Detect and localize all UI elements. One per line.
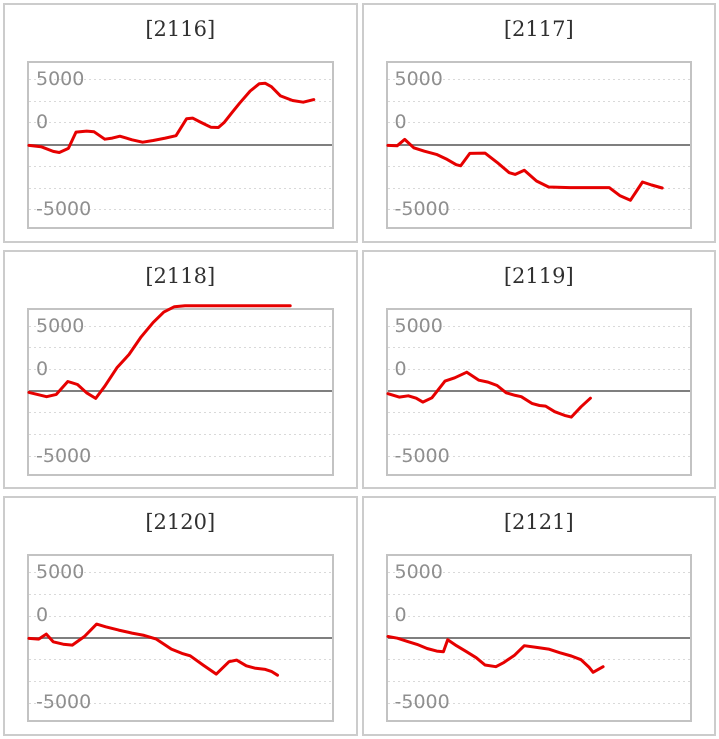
machine-panel-2117: [2117] 5000 0 -5000 — [361, 3, 716, 243]
zero-line — [29, 143, 332, 146]
gridline — [387, 187, 690, 189]
machine-panel-2118: [2118] 5000 0 -5000 — [3, 249, 358, 490]
gridline — [387, 100, 690, 102]
gridline — [29, 100, 332, 102]
gridline — [387, 615, 690, 617]
gridline — [29, 347, 332, 349]
slump-chart-2116: 5000 0 -5000 — [27, 61, 334, 229]
machine-number-title: [2119] — [503, 263, 574, 288]
y-tick-5000: 5000 — [394, 314, 443, 337]
y-tick-minus-5000: -5000 — [394, 198, 450, 220]
machine-panel-2119: [2119] 5000 0 -5000 — [361, 249, 716, 490]
gridline — [29, 702, 332, 704]
gridline — [29, 594, 332, 596]
machine-panel-2116: [2116] 5000 0 -5000 — [3, 3, 358, 243]
y-tick-5000: 5000 — [394, 68, 443, 90]
machine-number-title: [2116] — [145, 17, 216, 41]
zero-line — [29, 390, 332, 393]
gridline — [387, 412, 690, 414]
y-tick-0: 0 — [394, 604, 407, 627]
y-tick-0: 0 — [394, 357, 407, 380]
slump-chart-2121: 5000 0 -5000 — [385, 554, 692, 723]
gridline — [29, 187, 332, 189]
y-tick-minus-5000: -5000 — [394, 444, 450, 467]
slump-chart-2118: 5000 0 -5000 — [27, 303, 334, 476]
y-tick-5000: 5000 — [36, 314, 85, 337]
machine-panel-2121: [2121] 5000 0 -5000 — [361, 496, 716, 736]
gridline — [387, 434, 690, 436]
gridline — [387, 455, 690, 457]
y-tick-minus-5000: -5000 — [36, 691, 92, 714]
gridline — [29, 209, 332, 211]
gridline — [387, 347, 690, 349]
gridline — [29, 369, 332, 371]
gridline — [29, 659, 332, 661]
y-tick-5000: 5000 — [36, 561, 85, 584]
gridline — [387, 369, 690, 371]
zero-line — [387, 636, 690, 639]
gridline — [387, 325, 690, 327]
machine-number-title: [2118] — [145, 263, 216, 288]
machine-number-title: [2117] — [503, 17, 574, 41]
y-tick-0: 0 — [36, 604, 49, 627]
gridline — [387, 659, 690, 661]
gridline — [29, 455, 332, 457]
machine-panel-2120: [2120] 5000 0 -5000 — [3, 496, 358, 736]
y-tick-minus-5000: -5000 — [36, 198, 92, 220]
gridline — [29, 572, 332, 574]
gridline — [29, 412, 332, 414]
gridline — [387, 122, 690, 124]
zero-line — [387, 143, 690, 146]
slump-chart-2119: 5000 0 -5000 — [385, 307, 692, 476]
gridline — [387, 594, 690, 596]
zero-line — [29, 636, 332, 639]
y-tick-5000: 5000 — [394, 561, 443, 584]
y-tick-minus-5000: -5000 — [394, 691, 450, 714]
gridline — [29, 680, 332, 682]
gridline — [29, 79, 332, 80]
gridline — [29, 434, 332, 436]
y-tick-0: 0 — [394, 111, 407, 133]
gridline — [387, 79, 690, 80]
y-tick-0: 0 — [36, 357, 49, 380]
machine-number-title: [2120] — [145, 510, 216, 535]
gridline — [387, 209, 690, 211]
machine-number-title: [2121] — [503, 510, 574, 535]
gridline — [387, 165, 690, 167]
gridline — [387, 680, 690, 682]
slump-chart-2120: 5000 0 -5000 — [27, 554, 334, 723]
gridline — [29, 122, 332, 124]
slump-chart-2117: 5000 0 -5000 — [385, 61, 692, 229]
y-tick-5000: 5000 — [36, 68, 85, 90]
y-tick-0: 0 — [36, 111, 49, 133]
gridline — [29, 165, 332, 167]
zero-line — [387, 390, 690, 393]
gridline — [29, 615, 332, 617]
gridline — [387, 702, 690, 704]
gridline — [387, 572, 690, 574]
y-tick-minus-5000: -5000 — [36, 444, 92, 467]
